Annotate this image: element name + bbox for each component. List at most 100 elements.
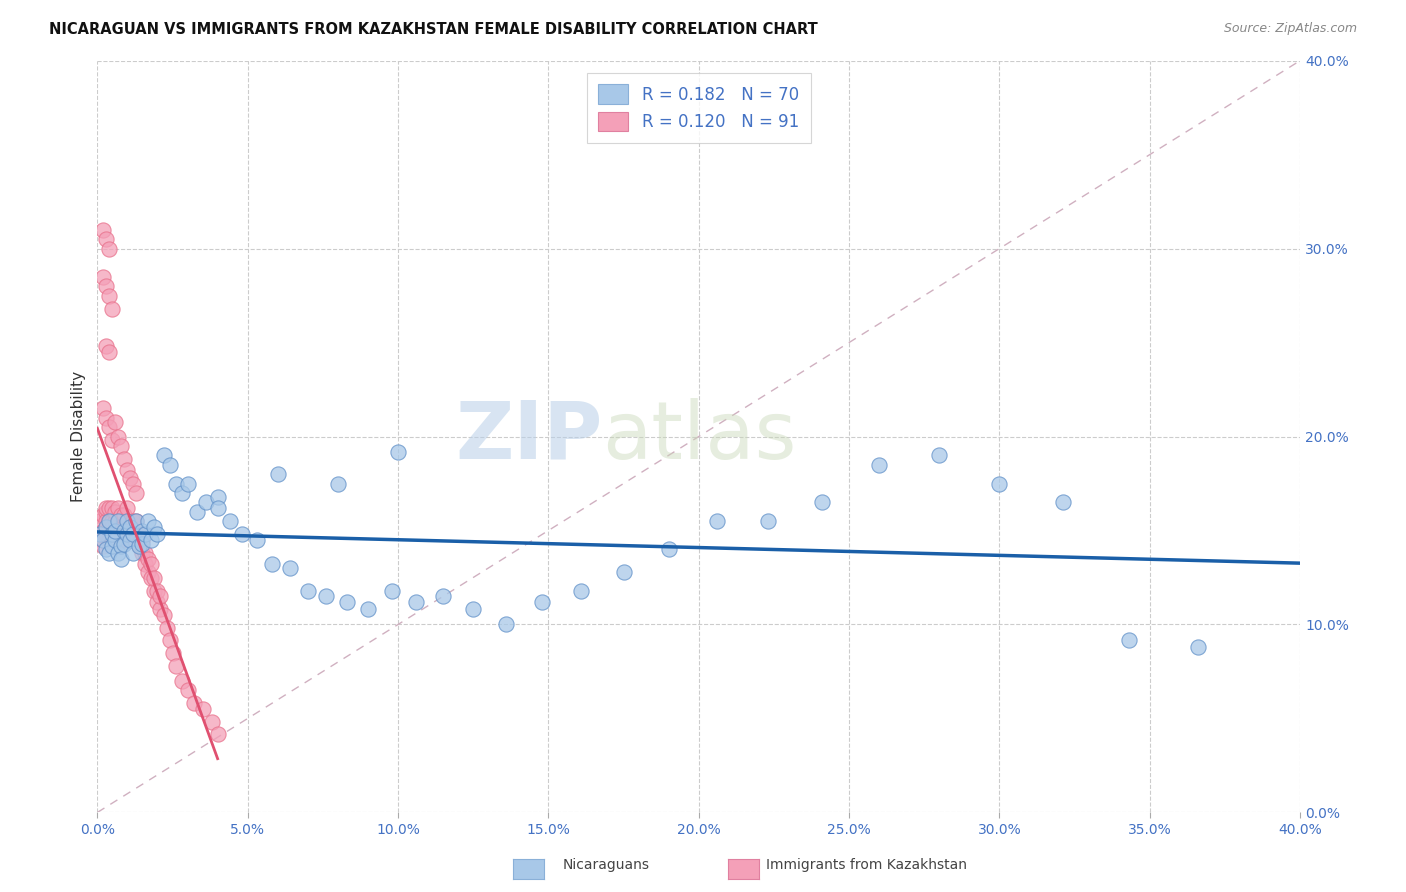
Point [112,536,135,550]
Point [432,589,454,603]
Point [110,551,132,566]
Point [93,539,115,553]
Point [98,533,121,547]
Point [571,583,593,598]
Point [128,539,150,553]
Point [658,542,681,557]
Point [191,702,214,716]
Point [120,533,142,547]
Point [104,533,127,547]
Point [98,242,121,256]
Point [131,524,153,538]
Point [98,345,121,359]
Point [120,533,142,547]
Point [120,520,142,534]
Point [138,565,160,579]
Point [107,546,129,560]
Point [112,452,135,467]
Point [101,514,124,528]
Point [104,527,127,541]
Point [101,500,124,515]
Point [165,658,187,673]
Point [152,448,174,462]
Point [463,602,485,616]
Point [387,444,409,458]
Point [96,520,118,534]
Point [128,527,150,541]
Point [122,476,145,491]
Point [101,520,124,534]
Point [96,232,118,246]
Point [612,565,634,579]
Text: atlas: atlas [603,398,797,475]
Point [98,288,121,302]
Point [104,514,127,528]
Y-axis label: Female Disability: Female Disability [72,371,86,502]
Point [131,533,153,547]
Point [1052,495,1074,509]
Point [117,527,139,541]
Point [207,500,229,515]
Point [531,595,554,609]
Point [96,500,118,515]
Point [117,463,139,477]
Point [246,533,269,547]
Point [122,527,145,541]
Point [152,608,174,623]
Point [101,533,124,547]
Point [93,533,115,547]
Point [96,410,118,425]
Point [134,527,156,541]
Point [159,458,181,472]
Point [811,495,834,509]
Point [1118,632,1140,647]
Point [143,570,166,584]
Point [170,486,193,500]
Point [143,520,166,534]
Point [89,514,111,528]
Point [131,546,153,560]
Point [218,514,240,528]
Text: ZIP: ZIP [456,398,603,475]
Point [141,570,163,584]
Point [93,508,115,523]
Point [101,539,124,553]
Point [96,542,118,557]
Point [207,726,229,740]
Point [98,420,121,434]
Point [141,558,163,572]
Point [110,520,132,534]
Point [117,527,139,541]
Point [104,533,127,547]
Point [101,301,124,316]
Point [93,401,115,416]
Point [138,514,160,528]
Point [131,536,153,550]
Point [110,508,132,523]
Text: Immigrants from Kazakhstan: Immigrants from Kazakhstan [766,858,967,872]
Point [125,514,148,528]
Point [101,527,124,541]
Point [107,429,129,443]
Point [104,415,127,429]
Point [315,589,337,603]
Point [110,439,132,453]
Point [98,500,121,515]
Point [96,339,118,353]
Point [134,558,156,572]
Point [336,595,359,609]
Point [125,514,148,528]
Point [134,546,156,560]
Point [297,583,319,598]
Point [170,673,193,688]
Point [104,505,127,519]
Point [112,533,135,547]
Point [146,527,169,541]
Point [96,520,118,534]
Point [405,595,427,609]
Point [141,533,163,547]
Point [96,527,118,541]
Text: Nicaraguans: Nicaraguans [562,858,650,872]
Point [183,697,205,711]
Point [98,514,121,528]
